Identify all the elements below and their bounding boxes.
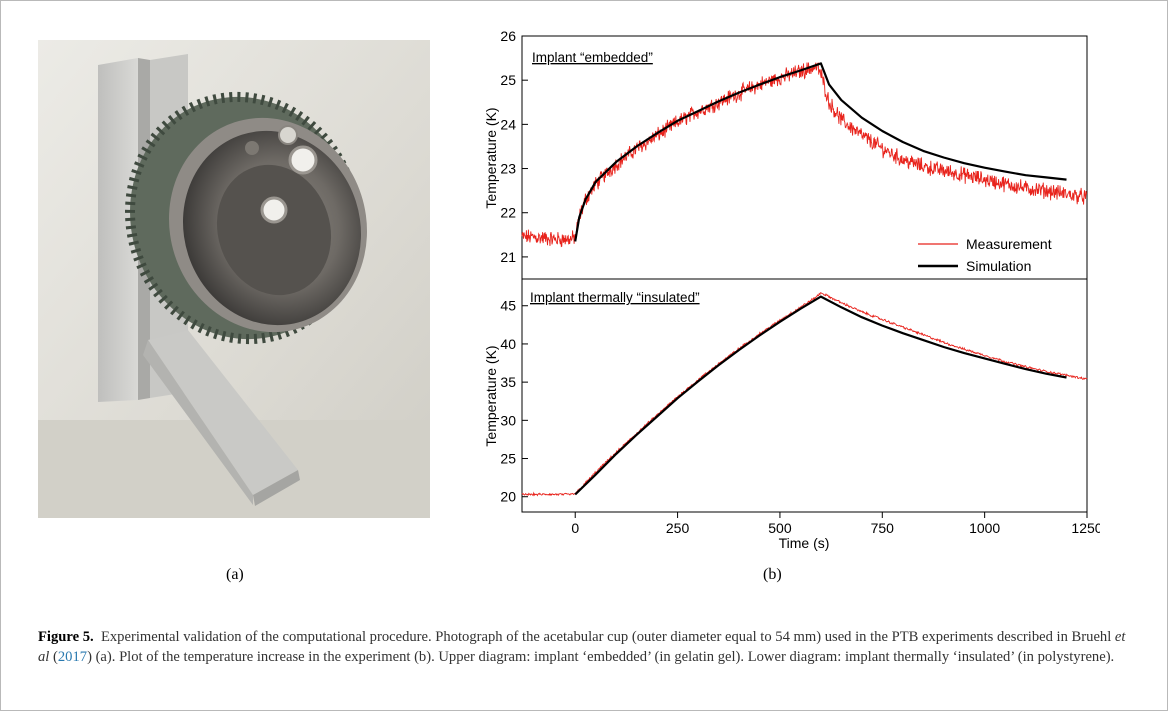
caption-citation-year[interactable]: 2017 [57,649,88,665]
measurement-series-line [521,292,1088,497]
subfigure-label-a: (a) [226,566,244,583]
upper-y-axis-label: Temperature (K) [483,107,499,208]
lower-y-axis-label: Temperature (K) [483,345,499,446]
y-tick-label: 35 [500,374,516,390]
y-tick-label: 25 [500,451,516,467]
x-tick-label: 0 [571,520,579,536]
lower-panel: 20 25 30 35 40 45 0 250 500 750 1000 1250 Implant … [483,278,1100,551]
y-tick-label: 40 [500,336,516,352]
acetabular-cup-photo [38,40,430,518]
upper-panel: 21 22 23 24 25 26 Implant “embedded” Temperat… [483,28,1088,280]
x-tick-label: 1250 [1071,520,1100,536]
lower-plot-frame [521,278,1088,513]
y-tick-label: 22 [500,205,516,221]
x-tick-label: 750 [871,520,895,536]
x-tick-label: 1000 [969,520,1000,536]
legend: Measurement Simulation [918,236,1052,274]
caption-text-2: ) (a). Plot of the temperature increase … [87,649,1115,665]
caption-text-1: Experimental validation of the computati… [100,629,1115,645]
figure-caption: Figure 5. Experimental validation of the… [38,627,1133,667]
lower-plot-title: Implant thermally “insulated” [530,290,700,305]
y-tick-label: 23 [500,161,516,177]
caption-et-al: et al [38,629,1126,665]
x-tick-label: 500 [768,520,792,536]
legend-simulation-label: Simulation [966,258,1031,274]
y-tick-label: 25 [500,72,516,88]
caption-paren: ( [49,649,58,665]
y-tick-label: 26 [500,28,516,44]
y-tick-label: 24 [500,116,516,132]
legend-measurement-label: Measurement [966,236,1052,252]
acetabular-cup [125,91,367,345]
x-tick-label: 250 [666,520,690,536]
simulation-series-line [574,62,1067,242]
caption-label: Figure 5. [38,629,94,645]
subfigure-label-b: (b) [763,566,782,583]
upper-plot-title: Implant “embedded” [532,50,653,65]
simulation-series-line [574,295,1067,496]
x-axis-label: Time (s) [779,535,830,551]
y-tick-label: 30 [500,412,516,428]
y-tick-label: 20 [500,489,516,505]
temperature-plot: 21 22 23 24 25 26 Implant “embedded” Temperat… [483,28,1100,551]
measurement-series-line [521,62,1087,248]
y-tick-label: 45 [500,298,516,314]
y-tick-label: 21 [500,249,516,265]
